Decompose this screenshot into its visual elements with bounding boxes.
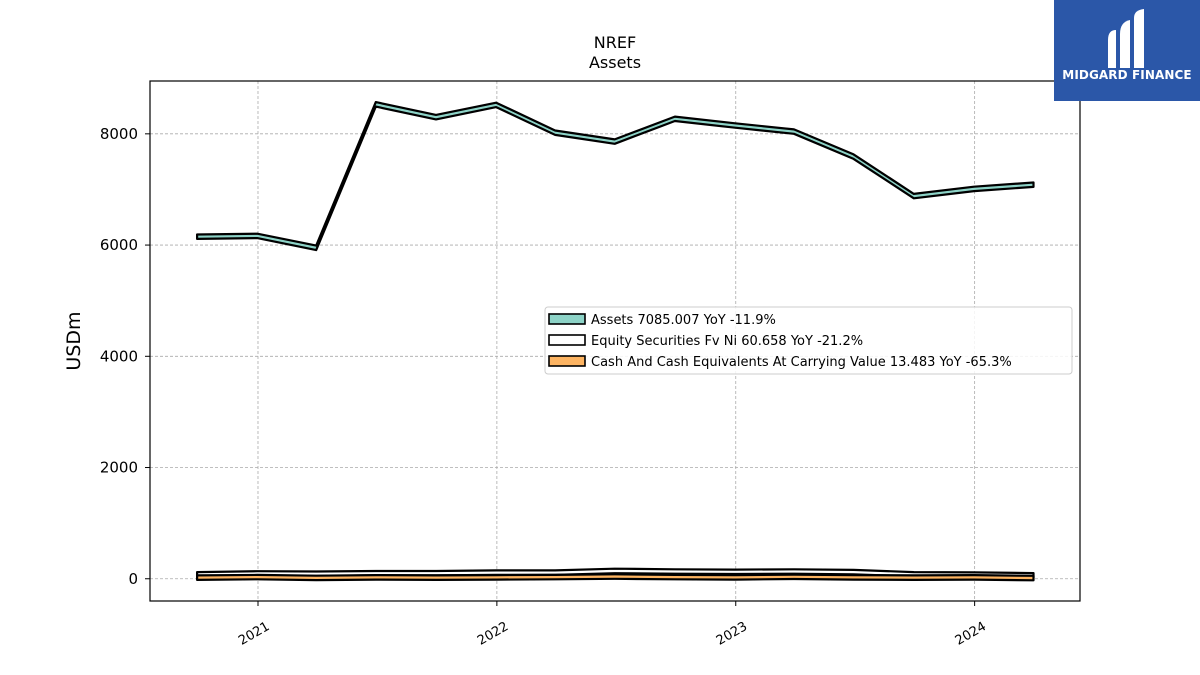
legend-box: [544, 306, 1073, 375]
x-tick-label: 2022: [475, 619, 511, 649]
series-band-0: [196, 100, 1035, 252]
x-axis: 2021 2022 2023 2024: [236, 601, 989, 649]
legend-entry: Equity Securities Fv Ni 60.658 YoY -21.2…: [591, 334, 863, 349]
chart-title: NREF: [594, 33, 636, 52]
series-layer: [196, 100, 1035, 582]
legend-swatch: [548, 355, 586, 367]
y-tick-label: 6000: [100, 236, 138, 254]
legend-swatch: [548, 313, 586, 325]
y-tick-label: 0: [128, 570, 138, 588]
legend-entry: Assets 7085.007 YoY -11.9%: [591, 313, 776, 328]
series-band-2: [196, 573, 1035, 582]
midgard-m-logo-icon: [1108, 9, 1144, 68]
y-axis-label: USDm: [63, 311, 85, 370]
x-tick-label: 2023: [714, 619, 750, 649]
legend-swatch: [548, 334, 586, 346]
legend: Assets 7085.007 YoY -11.9% Equity Securit…: [544, 306, 1073, 375]
y-tick-label: 4000: [100, 347, 138, 365]
x-tick-label: 2021: [236, 619, 272, 649]
chart-subtitle: Assets: [589, 53, 641, 72]
y-tick-label: 8000: [100, 125, 138, 143]
y-axis: 0 2000 4000 6000 8000: [100, 125, 150, 588]
y-tick-label: 2000: [100, 459, 138, 477]
legend-entry: Cash And Cash Equivalents At Carrying Va…: [591, 355, 1012, 370]
brand-name: MIDGARD FINANCE: [1062, 68, 1192, 82]
x-tick-label: 2024: [953, 619, 989, 649]
plot-frame: [149, 80, 1081, 602]
